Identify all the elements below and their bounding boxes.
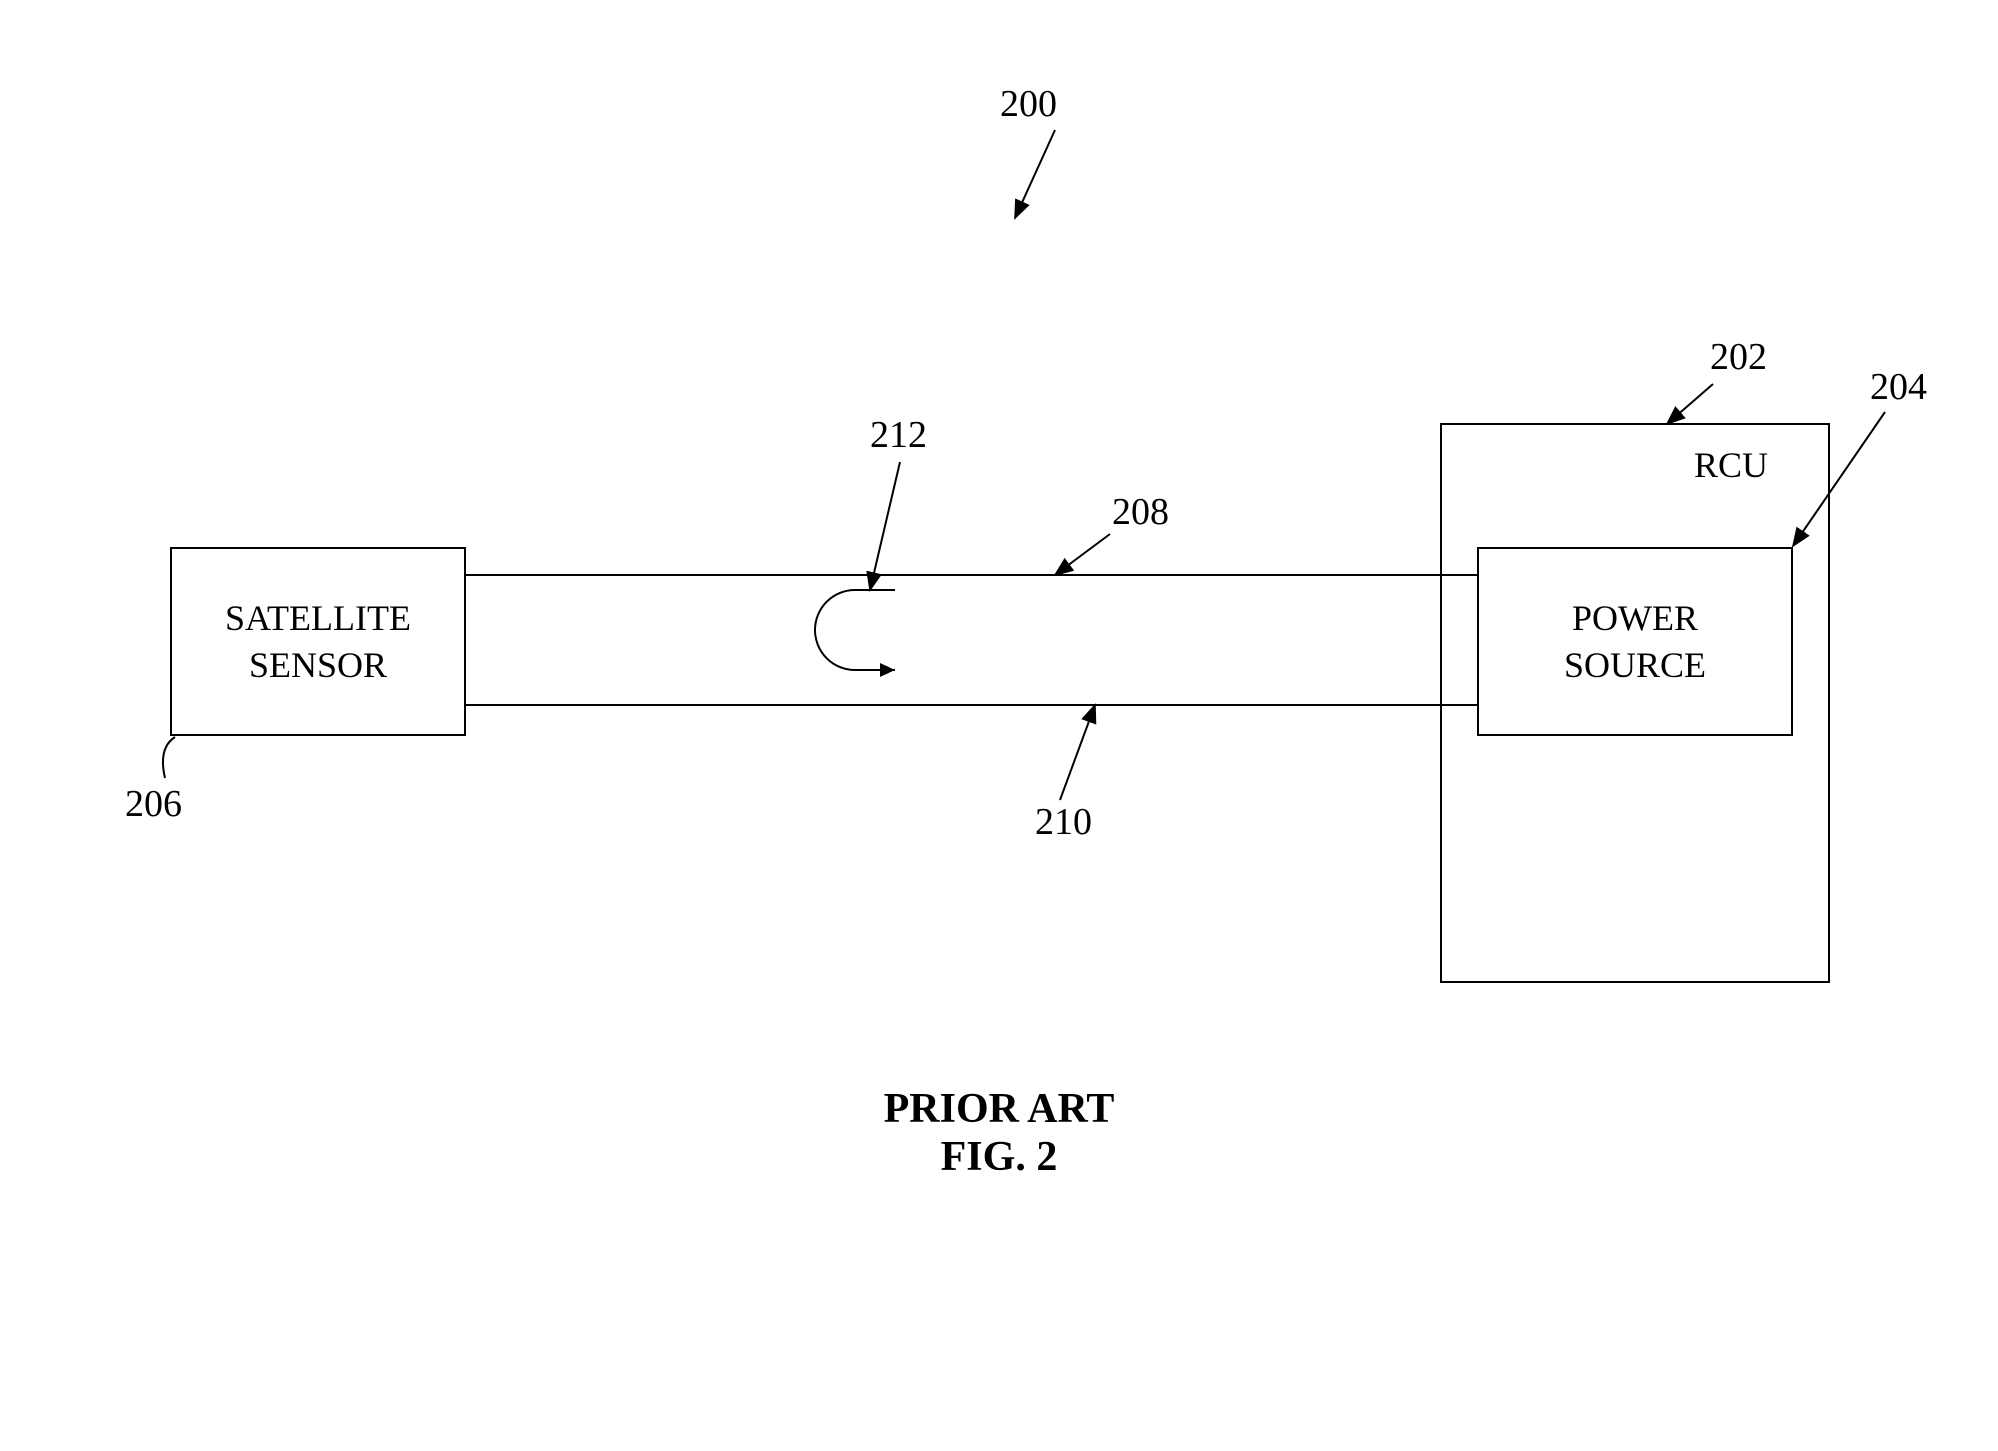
caption-line1: PRIOR ART — [0, 1085, 1998, 1133]
ref-206-leader — [163, 737, 175, 778]
ref-208-leader — [1055, 534, 1110, 575]
ref-212: 212 — [870, 413, 927, 457]
current-arrowhead-icon — [880, 663, 895, 677]
ref-202-leader — [1667, 384, 1713, 424]
caption-line2: FIG. 2 — [0, 1133, 1998, 1181]
ref-200: 200 — [1000, 82, 1057, 126]
ref-202: 202 — [1710, 335, 1767, 379]
ref-212-leader — [870, 462, 900, 590]
ref-206: 206 — [125, 782, 182, 826]
ref-204: 204 — [1870, 365, 1927, 409]
ref-200-leader — [1015, 130, 1055, 218]
ref-208: 208 — [1112, 490, 1169, 534]
ref-210: 210 — [1035, 800, 1092, 844]
wires-svg — [0, 0, 1998, 1451]
diagram-root: SATELLITE SENSOR RCU POWER SOURCE — [0, 0, 1998, 1451]
ref-210-leader — [1060, 705, 1095, 800]
caption: PRIOR ART FIG. 2 — [0, 1085, 1998, 1181]
ref-204-leader — [1793, 412, 1885, 546]
current-arrow-icon — [815, 590, 895, 670]
